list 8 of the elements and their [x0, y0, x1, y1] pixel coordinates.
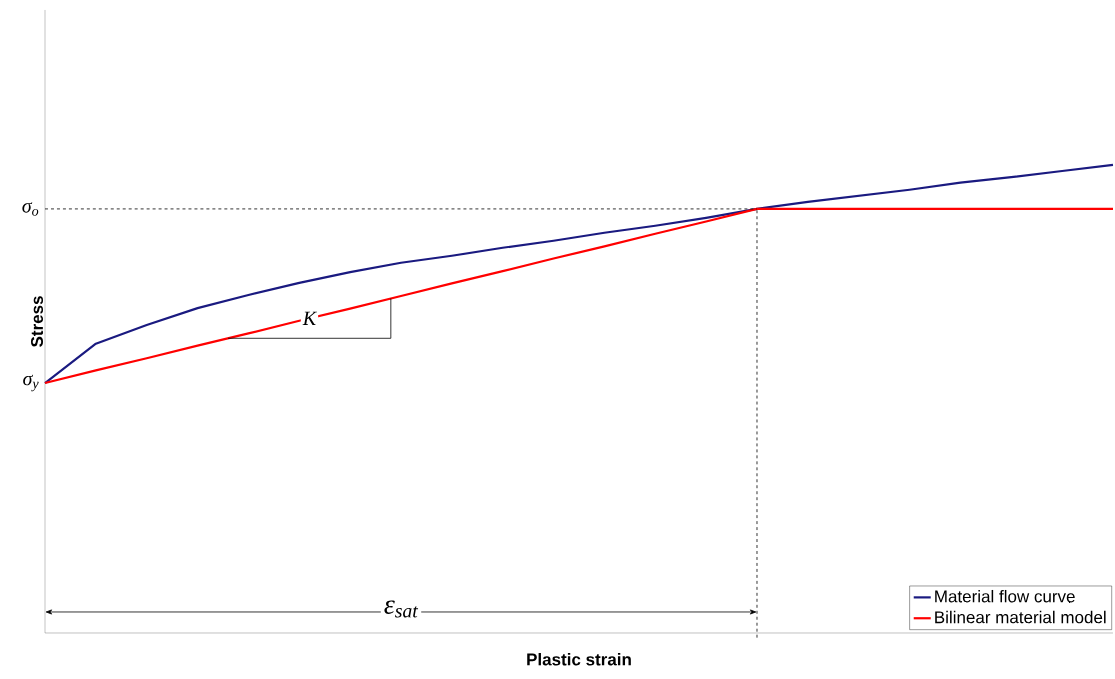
ref-line-label: σ$_{o}$ — [22, 202, 39, 216]
y-axis-title: Stress — [30, 296, 44, 347]
annotation: K — [302, 311, 317, 325]
x-axis-title: Plastic strain — [527, 652, 631, 666]
text: σ$_{y}$ — [23, 374, 39, 392]
legend-label: Bilinear material model — [935, 610, 1106, 624]
annotation: ε$_{sat}$ — [384, 600, 419, 618]
legend-label: Material flow curve — [935, 589, 1075, 603]
